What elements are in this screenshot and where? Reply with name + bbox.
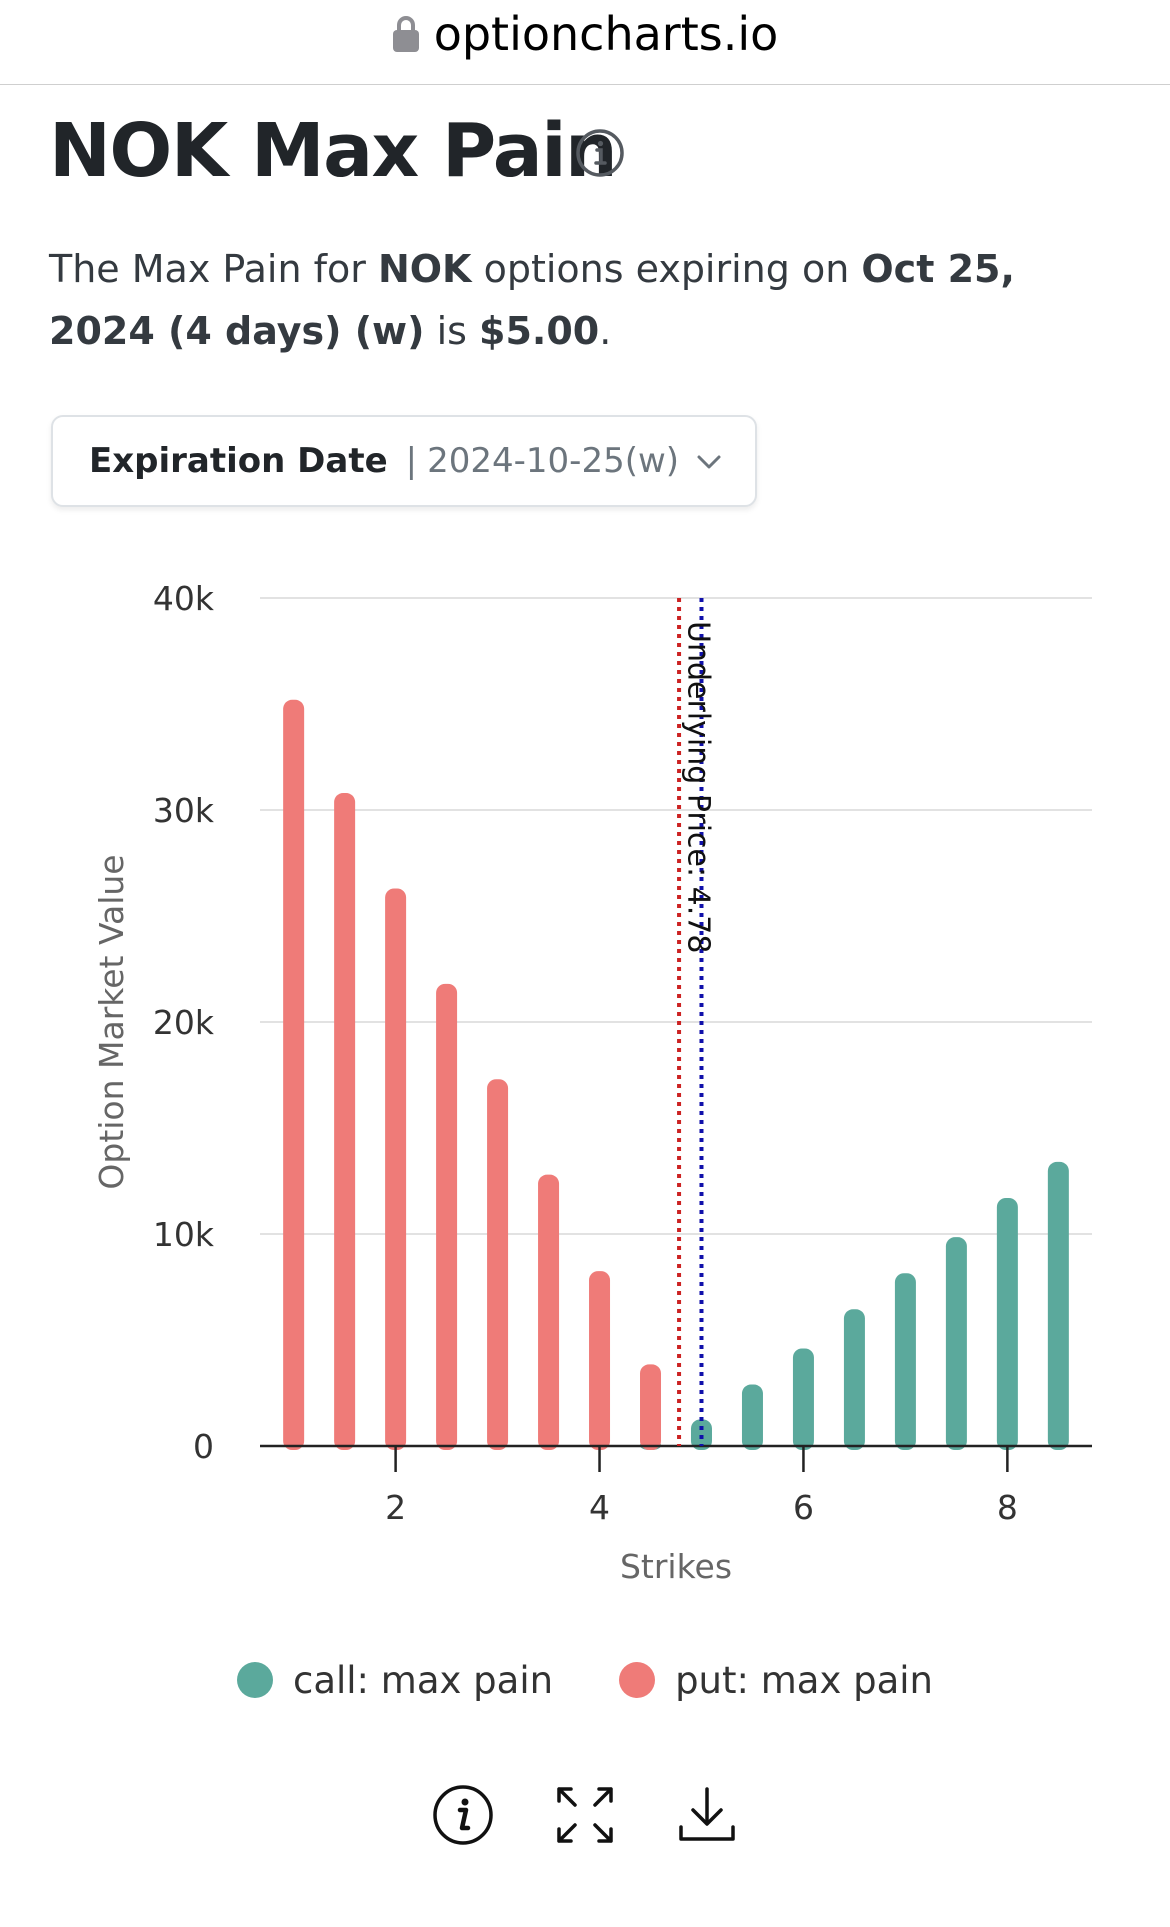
- call-bar[interactable]: [996, 1197, 1018, 1450]
- max-pain-chart: 0 10k 20k 30k 40k 2 4 6 8 Strikes Option Market Va…: [92, 579, 1092, 1586]
- x-tick-label: 2: [385, 1488, 406, 1527]
- legend-dot-call: [236, 1662, 273, 1698]
- desc-expiry: Oct 25, 2024 (4 days) (w): [49, 247, 1015, 353]
- lock-icon: [392, 15, 420, 53]
- legend-dot-put: [619, 1662, 656, 1698]
- put-bar[interactable]: [589, 1271, 611, 1450]
- call-bar[interactable]: [792, 1348, 814, 1450]
- x-tick-label: 8: [997, 1488, 1018, 1527]
- chart-legend: call: max pain put: max pain: [0, 1650, 1170, 1710]
- legend-item-put[interactable]: put: max pain: [619, 1659, 933, 1702]
- chart-toolbar: [0, 1775, 1170, 1855]
- put-bar[interactable]: [487, 1079, 509, 1450]
- expiration-value: 2024-10-25(w): [427, 441, 680, 481]
- put-bar[interactable]: [385, 888, 407, 1450]
- desc-text-4: .: [599, 309, 612, 353]
- page-title: NOK Max Pain: [49, 108, 618, 194]
- call-bar[interactable]: [1047, 1161, 1069, 1450]
- max-pain-description: The Max Pain for NOK options expiring on…: [49, 238, 1089, 362]
- desc-text-3: is: [424, 309, 480, 353]
- put-bar[interactable]: [334, 793, 356, 1450]
- x-axis-title: Strikes: [620, 1547, 732, 1586]
- desc-text-2: options expiring on: [471, 247, 862, 291]
- y-axis-title: Option Market Value: [92, 854, 131, 1189]
- expand-icon[interactable]: [553, 1783, 617, 1847]
- y-tick-label: 40k: [153, 579, 215, 618]
- desc-max-pain-value: $5.00: [479, 309, 600, 353]
- y-tick-label: 30k: [153, 791, 215, 830]
- y-tick-label: 20k: [153, 1003, 215, 1042]
- call-bar[interactable]: [741, 1384, 763, 1450]
- put-bar[interactable]: [436, 983, 458, 1450]
- call-bar[interactable]: [945, 1237, 967, 1450]
- put-bar[interactable]: [640, 1364, 662, 1450]
- x-tick-label: 4: [589, 1488, 610, 1527]
- legend-label-put: put: max pain: [675, 1658, 933, 1702]
- info-circle-icon[interactable]: [575, 128, 625, 178]
- expiration-date-select[interactable]: Expiration Date | 2024-10-25(w): [51, 415, 757, 507]
- desc-ticker: NOK: [377, 247, 472, 291]
- info-icon[interactable]: [431, 1783, 495, 1847]
- legend-item-call[interactable]: call: max pain: [236, 1658, 554, 1702]
- expiration-label: Expiration Date: [89, 441, 388, 481]
- url-text: optioncharts.io: [433, 7, 779, 61]
- underlying-price-label: Underlying Price: 4.78: [680, 621, 715, 953]
- put-bar[interactable]: [283, 699, 305, 1450]
- x-tick-label: 6: [793, 1488, 814, 1527]
- legend-label-call: call: max pain: [292, 1658, 554, 1702]
- chevron-down-icon: [695, 451, 723, 473]
- download-icon[interactable]: [675, 1783, 739, 1847]
- y-tick-label: 10k: [153, 1215, 215, 1254]
- put-bar[interactable]: [538, 1174, 560, 1450]
- desc-text-1: The Max Pain for: [49, 247, 378, 291]
- expiration-separator: |: [405, 441, 418, 481]
- call-bar[interactable]: [690, 1419, 712, 1451]
- call-bar[interactable]: [843, 1309, 865, 1450]
- call-bar[interactable]: [894, 1273, 916, 1450]
- y-tick-label: 0: [193, 1427, 214, 1466]
- browser-url-bar[interactable]: optioncharts.io: [0, 0, 1170, 85]
